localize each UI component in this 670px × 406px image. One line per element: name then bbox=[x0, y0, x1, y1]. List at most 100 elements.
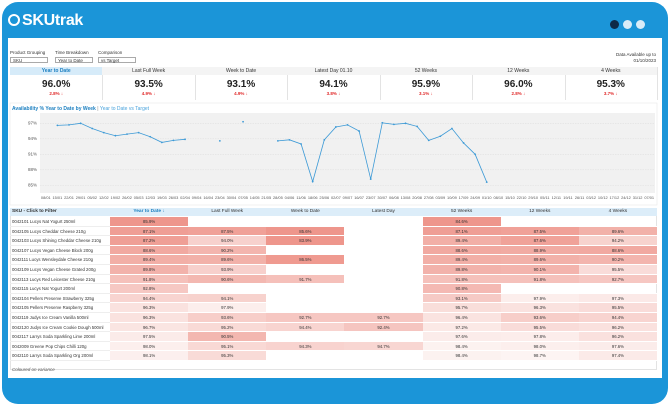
x-tick-label: 17/09 bbox=[459, 195, 469, 200]
value-cell bbox=[266, 332, 345, 342]
column-header[interactable]: SKU - Click to Filter bbox=[10, 208, 110, 216]
sku-cell[interactable]: 0042111 Lucys Wensleydale Cheese 210g bbox=[10, 255, 110, 265]
window-dot[interactable] bbox=[636, 20, 645, 29]
kpi-label[interactable]: Week to Date bbox=[194, 67, 288, 75]
sku-cell[interactable]: 0042109 Lucys Vegan Cheese Grated 200g bbox=[10, 265, 110, 275]
x-tick-label: 07/05 bbox=[238, 195, 248, 200]
sku-cell[interactable]: 0042103 Lucys Shining Cheddar Cheese 210… bbox=[10, 236, 110, 246]
kpi-card: Week to Date 93.1% 4.9% ↓ bbox=[194, 67, 289, 100]
data-point bbox=[56, 124, 59, 127]
data-point bbox=[485, 181, 488, 184]
value-cell: 87.5% bbox=[500, 226, 579, 237]
x-tick-label: 12/11 bbox=[552, 195, 561, 200]
x-tick-label: 31/12 bbox=[633, 195, 643, 200]
value-cell: 98.4% bbox=[422, 341, 501, 352]
y-tick-label: 94% bbox=[28, 136, 37, 141]
x-tick-label: 29/10 bbox=[528, 195, 539, 200]
data-point bbox=[288, 138, 291, 141]
column-header[interactable]: 52 Weeks bbox=[422, 208, 501, 216]
x-tick-label: 19/11 bbox=[563, 195, 572, 200]
value-cell: 89.6% bbox=[188, 255, 267, 265]
kpi-label[interactable]: Last Full Week bbox=[102, 67, 195, 75]
sku-cell[interactable]: 0042009 Greene Pop Chips Chilli 120g bbox=[10, 342, 110, 352]
value-cell bbox=[266, 265, 345, 275]
value-cell bbox=[344, 246, 423, 256]
column-header[interactable]: Latest Day bbox=[344, 208, 423, 216]
value-cell: 91.8% bbox=[422, 274, 501, 285]
x-tick-label: 16/07 bbox=[354, 195, 364, 200]
value-cell: 94.4% bbox=[578, 313, 657, 323]
kpi-label[interactable]: 4 Weeks bbox=[564, 67, 657, 75]
x-tick-label: 11/06 bbox=[296, 195, 305, 200]
value-cell bbox=[344, 294, 423, 304]
filter-select[interactable]: SKU bbox=[10, 57, 48, 63]
value-cell: 98.0% bbox=[110, 341, 189, 352]
kpi-value: 95.9% bbox=[411, 79, 441, 90]
value-cell: 90.8% bbox=[422, 284, 501, 294]
kpi-change: 4.9% ↓ bbox=[234, 91, 248, 96]
kpi-card: 4 Weeks 95.3% 3.7% ↓ bbox=[564, 67, 658, 100]
x-tick-label: 21/05 bbox=[261, 195, 271, 200]
kpi-label[interactable]: Year to Date bbox=[10, 67, 103, 75]
x-tick-label: 23/07 bbox=[366, 195, 376, 200]
sku-cell[interactable]: 0042101 Lucys Nat Yogurt 250ml bbox=[10, 217, 110, 227]
value-cell: 83.9% bbox=[266, 236, 345, 246]
window-dot[interactable] bbox=[610, 20, 619, 29]
value-cell bbox=[266, 303, 345, 313]
separator: | bbox=[96, 106, 100, 112]
kpi-card: Latest Day 01.10 94.1% 3.8% ↓ bbox=[287, 67, 381, 100]
sku-cell[interactable]: 0042105 Lucys Cheddar Cheese 210g bbox=[10, 227, 110, 237]
value-cell: 85.9% bbox=[110, 217, 189, 227]
kpi-card: Last Full Week 93.5% 4.9% ↓ bbox=[102, 67, 196, 100]
filter-select[interactable]: Year to Date bbox=[55, 57, 93, 63]
plot-area bbox=[40, 113, 655, 193]
x-tick-label: 08/01 bbox=[41, 195, 51, 200]
x-tick-label: 09/07 bbox=[343, 195, 353, 200]
sku-cell[interactable]: 0042110 Larrys Soda Sparkling Org 200ml bbox=[10, 351, 110, 361]
data-point bbox=[218, 139, 221, 142]
column-header[interactable]: Week to Date bbox=[266, 208, 345, 216]
sku-cell[interactable]: 0042113 Lucys Red Leicester Cheese 210g bbox=[10, 275, 110, 285]
column-header[interactable]: Year to Date ↓ bbox=[110, 208, 189, 216]
x-tick-label: 07/01 bbox=[644, 195, 654, 200]
value-cell bbox=[344, 236, 423, 246]
value-cell bbox=[344, 303, 423, 313]
value-cell: 97.9% bbox=[188, 303, 267, 313]
data-point bbox=[68, 123, 70, 126]
x-tick-label: 16/04 bbox=[203, 195, 214, 200]
sku-cell[interactable]: 0042119 Judys Ice Cream Vanilla 500ml bbox=[10, 313, 110, 323]
value-cell: 89.4% bbox=[110, 255, 189, 265]
column-header[interactable]: Last Full Week bbox=[188, 208, 267, 216]
kpi-label[interactable]: 52 Weeks bbox=[379, 67, 473, 75]
kpi-change: 2.8% ↓ bbox=[511, 91, 526, 96]
window-dot[interactable] bbox=[623, 20, 632, 29]
x-tick-label: 27/08 bbox=[424, 195, 434, 200]
chart-heading: Availability % Year to Date by Week | Ye… bbox=[12, 106, 150, 112]
value-cell: 90.2% bbox=[188, 245, 267, 256]
value-cell: 96.3% bbox=[110, 313, 189, 323]
column-header[interactable]: 12 Weeks bbox=[500, 208, 579, 216]
sku-cell[interactable]: 0042104 Pellers Preserve Strawberry 325g bbox=[10, 294, 110, 304]
x-tick-label: 30/07 bbox=[377, 195, 387, 200]
sku-cell[interactable]: 0042120 Judys Ice Cream Cookie Dough 500… bbox=[10, 323, 110, 333]
value-cell: 91.8% bbox=[500, 274, 579, 285]
value-cell: 95.1% bbox=[188, 341, 267, 352]
value-cell: 87.6% bbox=[500, 236, 579, 246]
sku-cell[interactable]: 0042105 Pellers Preserve Raspberry 325g bbox=[10, 303, 110, 313]
x-tick-label: 12/02 bbox=[99, 195, 109, 200]
value-cell bbox=[266, 217, 345, 227]
x-tick-label: 24/09 bbox=[470, 195, 480, 200]
value-cell: 92.7% bbox=[344, 313, 423, 323]
sku-cell[interactable]: 0042117 Larrys Soda Sparkling Lime 200ml bbox=[10, 332, 110, 342]
kpi-label[interactable]: 12 Weeks bbox=[472, 67, 565, 75]
sku-cell[interactable]: 0042107 Lucys Vegan Cheese Block 200g bbox=[10, 246, 110, 256]
kpi-label[interactable]: Latest Day 01.10 bbox=[287, 67, 380, 75]
column-header[interactable]: 4 Weeks bbox=[578, 208, 657, 216]
sku-cell[interactable]: 0042115 Lucys Nat Yogurt 200ml bbox=[10, 284, 110, 294]
value-cell: 85.6% bbox=[266, 226, 345, 237]
filter-select[interactable]: vs Target bbox=[98, 57, 136, 63]
x-tick-label: 22/10 bbox=[517, 195, 528, 200]
value-cell bbox=[266, 294, 345, 304]
data-point bbox=[451, 127, 453, 130]
value-cell: 98.7% bbox=[500, 351, 579, 361]
